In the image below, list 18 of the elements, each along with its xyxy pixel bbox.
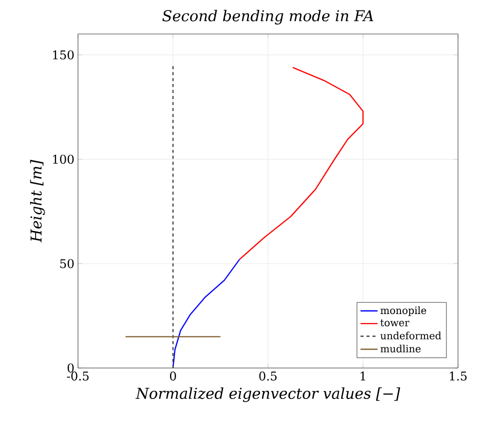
x-tick-label: 0.5 <box>259 372 277 381</box>
x-tick-label: -0.5 <box>67 372 89 381</box>
line-series <box>238 66 364 260</box>
x-tick-label: 1.5 <box>450 372 467 381</box>
legend-label: monopile <box>380 306 426 316</box>
line-series <box>172 258 240 368</box>
y-axis-title: Height [m] <box>30 160 45 242</box>
legend-label: mudline <box>380 344 421 352</box>
y-tick-label: 150 <box>53 50 74 60</box>
legend-label: tower <box>380 319 410 326</box>
y-tick-label: 100 <box>53 154 74 164</box>
y-tick-label: 50 <box>60 259 74 268</box>
x-tick-label: 1 <box>360 372 366 380</box>
x-axis-title: Normalized eigenvector values [−] <box>136 387 400 402</box>
x-tick-label: 0 <box>170 372 176 381</box>
legend-label: undeformed <box>380 332 442 340</box>
y-tick-label: 0 <box>68 363 74 373</box>
chart-title: Second bending mode in FA <box>162 10 374 24</box>
